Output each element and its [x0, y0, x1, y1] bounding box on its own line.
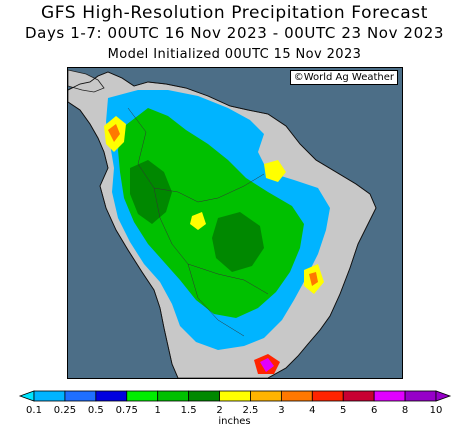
map-canvas [68, 68, 402, 378]
precipitation-map: ©World Ag Weather [67, 67, 403, 379]
colorbar-arrow-left [18, 390, 35, 402]
colorbar-units: inches [218, 416, 251, 427]
land-central-america [68, 69, 105, 93]
colorbar-segment [95, 390, 128, 402]
model-initialized: Model Initialized 00UTC 15 Nov 2023 [107, 47, 362, 62]
west-coastline [68, 101, 179, 378]
colorbar: 0.1 0.25 0.5 0.75 1 1.5 2 2.5 3 4 5 6 8 10 inches [0, 388, 469, 430]
colorbar-arrow-right [435, 390, 452, 402]
colorbar-segment [33, 390, 66, 402]
credit-label: ©World Ag Weather [289, 70, 398, 85]
rain-orange-north [108, 124, 120, 142]
colorbar-tick-label: 0.75 [115, 405, 138, 416]
colorbar-tick-label: 0.1 [26, 405, 42, 416]
rain-dark-green [130, 160, 172, 224]
coastline [68, 71, 377, 378]
colorbar-tick-label: 2.5 [242, 405, 259, 416]
colorbar-segment [280, 390, 313, 402]
colorbar-tick-label: 10 [429, 405, 443, 416]
colorbar-segment [157, 390, 190, 402]
colorbar-tick-label: 2 [216, 405, 223, 416]
colorbar-tick-label: 8 [401, 405, 409, 416]
colorbar-tick-label: 4 [309, 405, 316, 416]
colorbar-segment [250, 390, 282, 402]
colorbar-segment [311, 390, 344, 402]
colorbar-tick-label: 6 [370, 405, 378, 416]
colorbar-segment [373, 390, 406, 402]
colorbar-segment [64, 390, 97, 402]
country-borders [127, 107, 269, 337]
rain-yellow-center [190, 212, 206, 230]
colorbar-segment [404, 390, 437, 402]
rain-dark-green-2 [212, 212, 264, 272]
rain-orange-se [309, 272, 318, 286]
forecast-period: Days 1-7: 00UTC 16 Nov 2023 - 00UTC 23 N… [25, 24, 444, 42]
rain-green [118, 108, 304, 318]
colorbar-tick-label: 0.5 [87, 405, 104, 416]
rain-purple-south [260, 358, 274, 372]
colorbar-tick-label: 0.25 [53, 405, 77, 416]
colorbar-segment [126, 390, 159, 402]
colorbar-tick-label: 5 [340, 405, 347, 416]
colorbar-segment [219, 390, 251, 402]
colorbar-strip [18, 390, 452, 402]
rain-yellow-east [264, 160, 286, 182]
colorbar-tick-label: 1 [154, 405, 161, 416]
colorbar-tick-label: 3 [278, 405, 285, 416]
colorbar-segment [188, 390, 220, 402]
colorbar-segment [342, 390, 375, 402]
colorbar-tick-label: 1.5 [180, 405, 197, 416]
map-title: GFS High-Resolution Precipitation Foreca… [40, 3, 429, 23]
